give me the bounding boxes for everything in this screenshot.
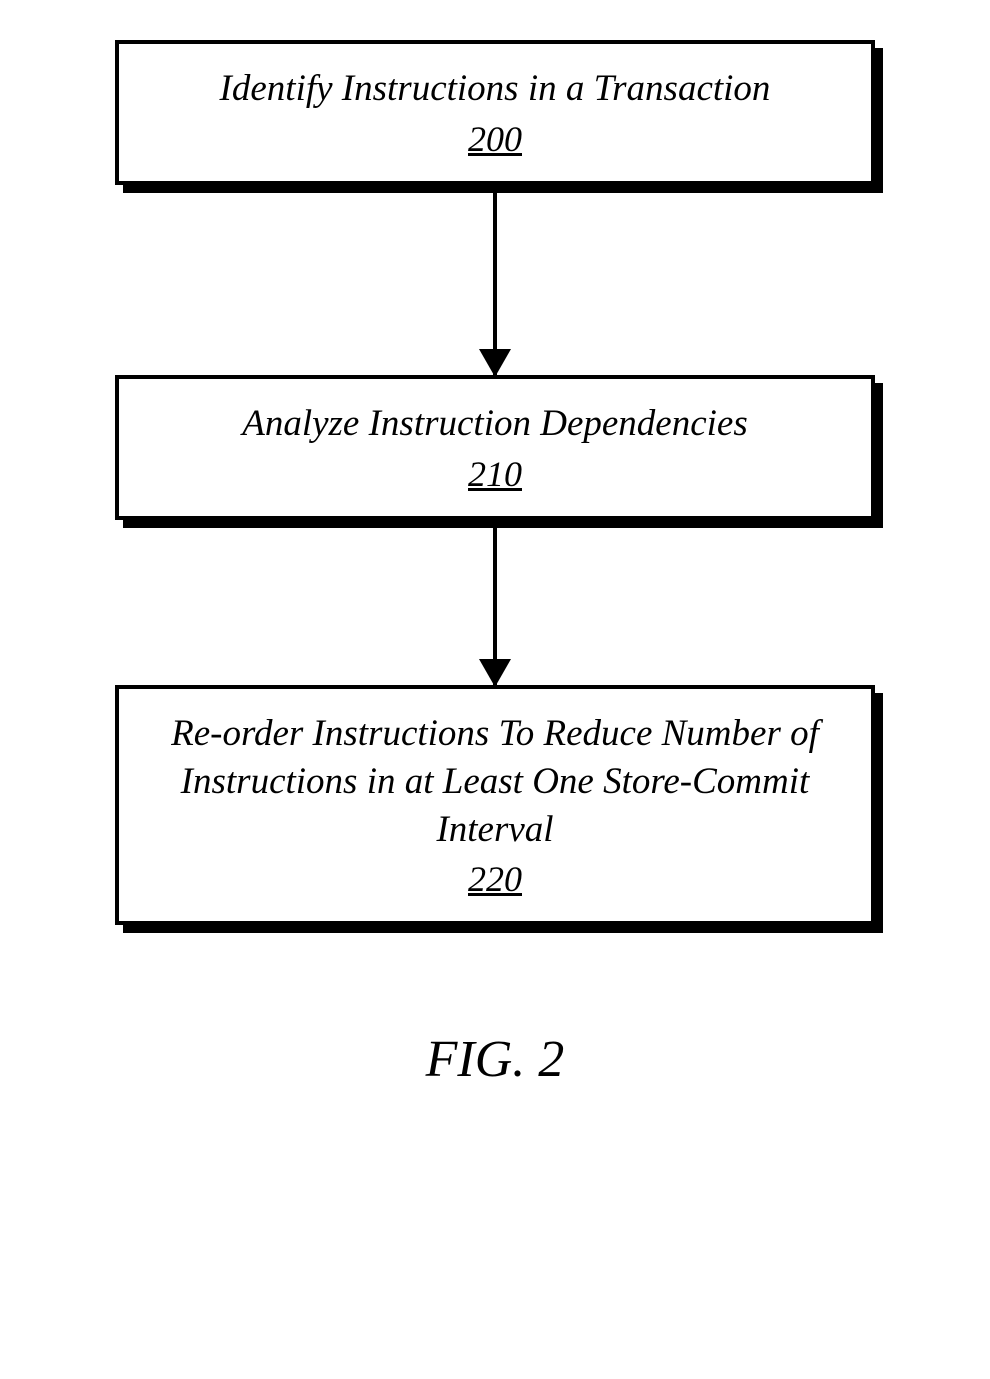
node-title: Identify Instructions in a Transaction — [220, 65, 771, 113]
node-title: Re-order Instructions To Reduce Number o… — [143, 710, 847, 854]
flowchart-node-200: Identify Instructions in a Transaction 2… — [115, 40, 875, 185]
flowchart-arrow — [493, 185, 497, 375]
flowchart-node-wrapper: Identify Instructions in a Transaction 2… — [115, 40, 875, 185]
node-title: Analyze Instruction Dependencies — [242, 400, 748, 448]
flowchart-node-220: Re-order Instructions To Reduce Number o… — [115, 685, 875, 925]
node-ref: 200 — [468, 118, 522, 160]
flowchart-node-wrapper: Re-order Instructions To Reduce Number o… — [115, 685, 875, 925]
node-ref: 220 — [468, 858, 522, 900]
node-ref: 210 — [468, 453, 522, 495]
figure-caption: FIG. 2 — [426, 1030, 565, 1089]
arrow-head-icon — [479, 659, 511, 687]
flowchart-node-210: Analyze Instruction Dependencies 210 — [115, 375, 875, 520]
arrow-head-icon — [479, 349, 511, 377]
flowchart-container: Identify Instructions in a Transaction 2… — [0, 40, 990, 1089]
flowchart-arrow — [493, 520, 497, 685]
flowchart-node-wrapper: Analyze Instruction Dependencies 210 — [115, 375, 875, 520]
